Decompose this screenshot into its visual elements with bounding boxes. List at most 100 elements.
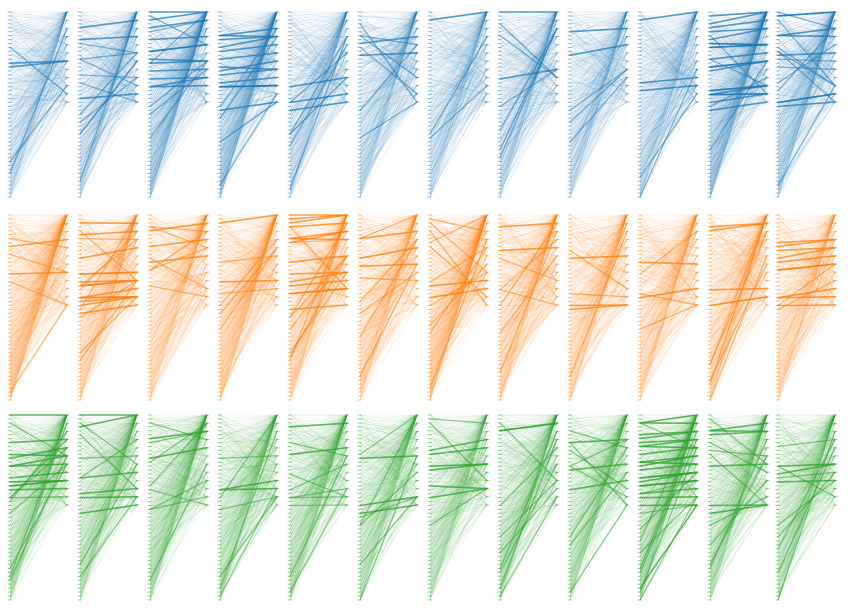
faint-edge [149,31,208,62]
faint-edge [9,36,68,182]
faint-edge [149,11,208,78]
diagonal-edge [9,11,68,135]
faint-edge [9,36,68,154]
connection-panel [357,11,420,198]
strong-edge [79,76,138,123]
faint-edge [149,47,208,103]
faint-edge [9,39,68,62]
faint-edge [149,27,208,62]
faint-edge [79,44,138,198]
faint-edge [9,77,68,84]
faint-edge [9,93,68,186]
faint-edge [9,60,68,154]
faint-edge [9,27,68,62]
diagonal-edge [79,11,138,41]
faint-edge [9,15,68,21]
faint-edge [9,19,68,119]
diagonal-edge [9,11,68,139]
faint-edge [79,11,138,151]
faint-edge [79,85,138,158]
diagonal-edge [9,11,68,88]
faint-edge [9,86,68,103]
diagonal-edge [79,11,138,127]
diagonal-edge [9,11,68,159]
faint-edge [9,77,68,115]
faint-edge [9,70,68,103]
faint-edge [9,69,68,80]
strong-edge [79,52,138,115]
faint-edge [79,44,138,135]
faint-edge [149,28,208,127]
diagonal-edge [79,11,138,131]
faint-edge [79,93,138,154]
faint-edge [79,31,138,95]
faint-edge [149,85,208,131]
faint-edge [9,28,68,190]
faint-edge [9,36,68,147]
faint-edge [9,28,68,162]
faint-edge [79,77,138,139]
faint-edge [79,85,138,103]
diagonal-edge [9,11,68,44]
faint-edge [79,93,138,174]
faint-edge [79,60,138,95]
faint-edge [79,60,138,115]
diagonal-edge [9,11,68,60]
faint-edge [9,11,68,88]
faint-edge [79,35,138,103]
faint-edge [9,69,68,198]
faint-edge [79,44,138,119]
faint-edge [9,11,68,186]
faint-edge [9,19,68,40]
faint-edge [9,78,68,86]
faint-edge [149,36,208,107]
faint-edge [9,44,68,115]
connection-panel [217,11,280,198]
faint-edge [9,44,68,190]
faint-edge [9,28,68,76]
faint-edge [149,19,208,111]
faint-edge [149,60,208,99]
horizontal-edge [9,60,68,68]
faint-edge [9,39,68,95]
faint-edge [9,60,68,91]
faint-edge [79,58,138,62]
diagonal-edge [79,11,138,84]
faint-edge [149,58,208,70]
diagonal-edge [9,11,68,17]
diagonal-edge [79,11,138,111]
faint-edge [149,52,208,95]
faint-edge [9,35,68,37]
diagonal-edge [79,11,138,92]
faint-edge [9,74,68,78]
faint-edge [9,94,68,103]
faint-edge [9,52,68,139]
faint-edge [149,31,208,37]
diagonal-edge [9,11,68,119]
faint-edge [79,36,138,88]
diagonal-edge [79,11,138,17]
faint-edge [9,11,68,139]
faint-edge [9,93,68,182]
faint-edge [79,85,138,158]
faint-edge [79,19,138,68]
faint-edge [149,19,208,64]
faint-edge [79,19,138,80]
faint-edge [9,52,68,99]
faint-edge [9,101,68,182]
faint-edge [9,28,68,88]
faint-edge [149,23,208,95]
faint-edge [149,52,208,127]
faint-edge [79,93,138,190]
faint-edge [79,44,138,170]
faint-edge [9,101,68,143]
faint-edge [9,11,68,29]
faint-edge [9,93,68,198]
faint-edge [79,54,138,95]
faint-edge [79,62,138,95]
faint-edge [9,43,68,70]
faint-edge [149,11,208,107]
faint-edge [9,85,68,123]
faint-edge [149,101,208,139]
faint-edge [79,27,138,78]
